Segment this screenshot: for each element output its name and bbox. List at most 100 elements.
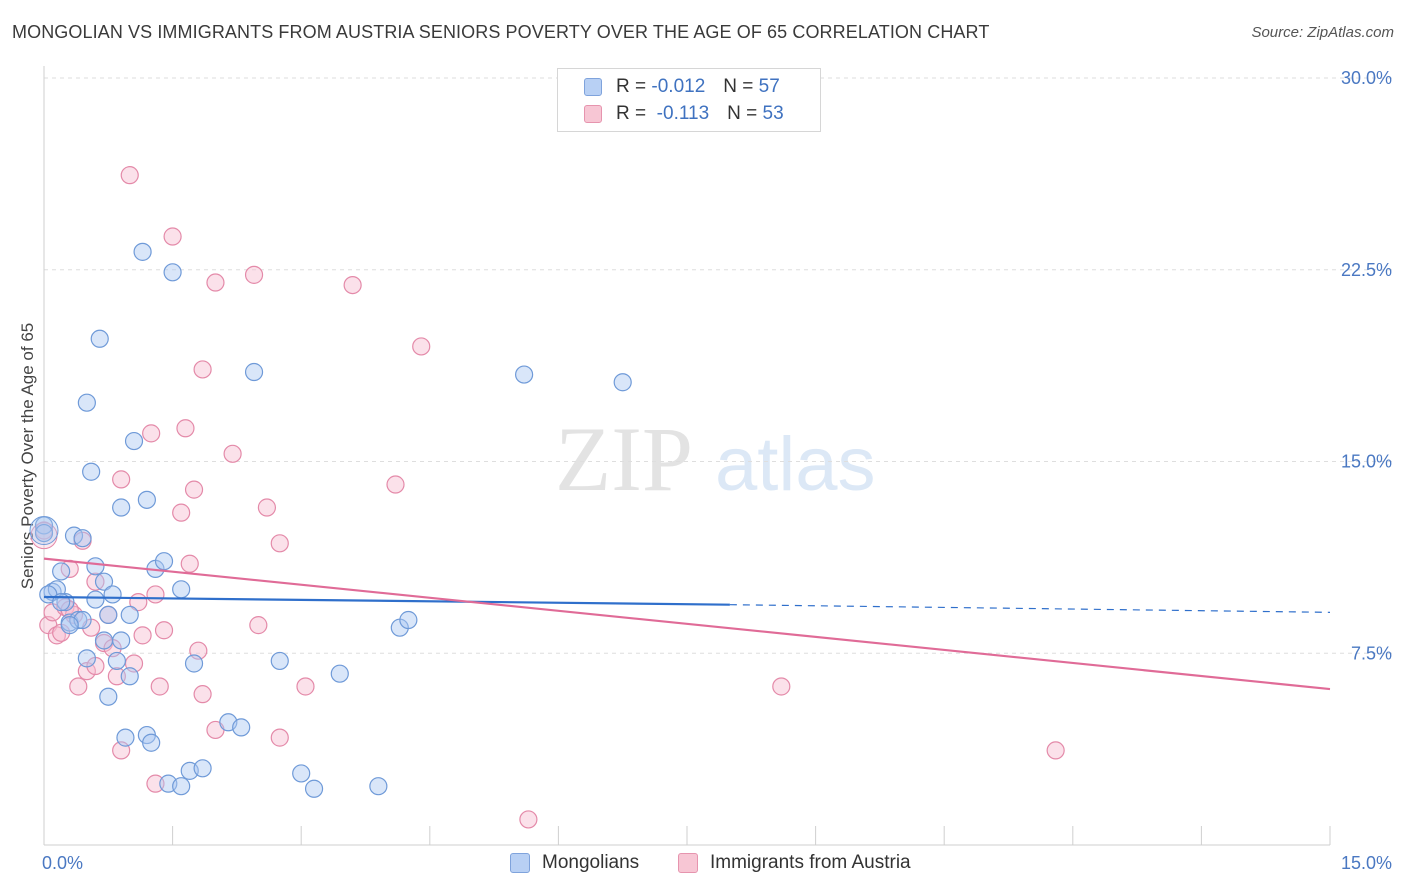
point-mongolians	[133, 242, 152, 261]
point-austria	[69, 677, 88, 696]
point-mongolians	[77, 393, 96, 412]
point-austria	[244, 265, 264, 284]
point-mongolians	[244, 362, 264, 382]
series-swatch-pink	[678, 853, 698, 873]
point-austria	[206, 273, 225, 292]
point-mongolians	[142, 733, 161, 752]
legend-r-label: R =	[616, 76, 647, 97]
point-mongolians	[112, 631, 131, 650]
point-mongolians	[29, 516, 59, 546]
point-mongolians	[330, 664, 349, 683]
chart-title: MONGOLIAN VS IMMIGRANTS FROM AUSTRIA SEN…	[12, 22, 990, 42]
legend-row-austria: R = -0.113 N = 53	[584, 101, 784, 127]
point-mongolians	[90, 329, 109, 348]
series-legend-label: Mongolians	[542, 852, 640, 873]
point-austria	[176, 419, 195, 438]
point-mongolians	[73, 529, 92, 548]
point-austria	[142, 424, 161, 443]
point-mongolians	[399, 610, 418, 630]
point-mongolians	[292, 764, 311, 783]
point-mongolians	[69, 610, 88, 630]
point-austria	[412, 337, 431, 356]
legend-r-label: R =	[616, 103, 647, 124]
point-mongolians	[112, 498, 131, 517]
point-mongolians	[515, 365, 534, 384]
point-mongolians	[99, 605, 118, 625]
point-mongolians	[304, 779, 324, 798]
point-mongolians	[52, 562, 71, 581]
series-legend-label: Immigrants from Austria	[710, 852, 911, 873]
point-mongolians	[34, 523, 54, 543]
point-austria	[184, 480, 204, 499]
point-austria	[133, 626, 152, 645]
point-mongolians	[613, 373, 632, 392]
point-mongolians	[77, 649, 96, 668]
point-austria	[172, 503, 191, 522]
point-mongolians	[137, 490, 156, 509]
watermark-atlas: atlas	[715, 422, 876, 507]
y-tick-label: 22.5%	[1341, 260, 1392, 280]
watermark-zip: ZIP	[555, 408, 693, 510]
point-austria	[163, 227, 182, 246]
point-mongolians	[193, 759, 212, 778]
point-austria	[270, 534, 289, 553]
legend-r-value: -0.012	[651, 76, 706, 97]
trend-line-austria	[43, 557, 1331, 691]
point-austria	[1046, 741, 1065, 760]
legend-swatch-blue	[584, 78, 602, 96]
point-mongolians	[163, 263, 182, 282]
y-tick-label: 15.0%	[1341, 452, 1392, 472]
point-austria	[193, 685, 212, 704]
series-legend-mongolians[interactable]: Mongolians	[510, 852, 639, 874]
legend-row-mongolians: R = -0.012 N = 57	[584, 74, 780, 100]
point-mongolians	[116, 728, 135, 747]
trend-line-mongolians	[43, 595, 730, 606]
legend-r-value: -0.113	[656, 103, 710, 124]
point-austria	[193, 360, 212, 379]
source-label: Source: ZipAtlas.com	[1251, 24, 1394, 41]
series-legend: Mongolians Immigrants from Austria	[0, 852, 1406, 878]
legend-swatch-pink	[584, 105, 602, 123]
point-mongolians	[172, 777, 191, 796]
trend-line-mongolians-extension	[729, 604, 1331, 613]
legend-n-label: N =	[727, 103, 758, 124]
point-austria	[120, 166, 139, 185]
point-austria	[112, 470, 131, 489]
x-tick-label: 0.0%	[42, 853, 83, 873]
point-mongolians	[120, 605, 139, 625]
point-mongolians	[184, 654, 204, 673]
point-austria	[223, 444, 242, 463]
point-austria	[146, 774, 165, 793]
y-tick-label: 30.0%	[1341, 68, 1392, 88]
y-tick-label: 7.5%	[1351, 643, 1392, 663]
x-tick-label: 15.0%	[1341, 853, 1392, 873]
point-mongolians	[82, 462, 101, 481]
series-swatch-blue	[510, 853, 530, 873]
point-mongolians	[154, 552, 174, 571]
correlation-legend: R = -0.012 N = 57 R = -0.113 N = 53	[557, 68, 821, 132]
point-mongolians	[86, 557, 105, 576]
point-austria	[154, 621, 174, 640]
point-mongolians	[103, 585, 122, 604]
point-mongolians	[232, 718, 251, 737]
series-legend-austria[interactable]: Immigrants from Austria	[678, 852, 911, 874]
point-austria	[296, 677, 315, 696]
point-mongolians	[369, 777, 388, 796]
point-mongolians	[60, 616, 79, 635]
point-mongolians	[94, 631, 114, 650]
point-mongolians	[99, 687, 118, 706]
point-austria	[150, 677, 169, 696]
point-austria	[343, 275, 362, 295]
point-austria	[519, 810, 538, 829]
point-austria	[107, 667, 126, 686]
point-austria	[249, 616, 268, 635]
point-mongolians	[107, 651, 126, 671]
point-mongolians	[94, 572, 114, 591]
point-mongolians	[86, 590, 105, 609]
legend-n-label: N =	[723, 76, 754, 97]
legend-n-value: 57	[758, 76, 780, 97]
point-austria	[180, 554, 199, 573]
point-mongolians	[124, 431, 144, 451]
point-austria	[77, 662, 96, 681]
